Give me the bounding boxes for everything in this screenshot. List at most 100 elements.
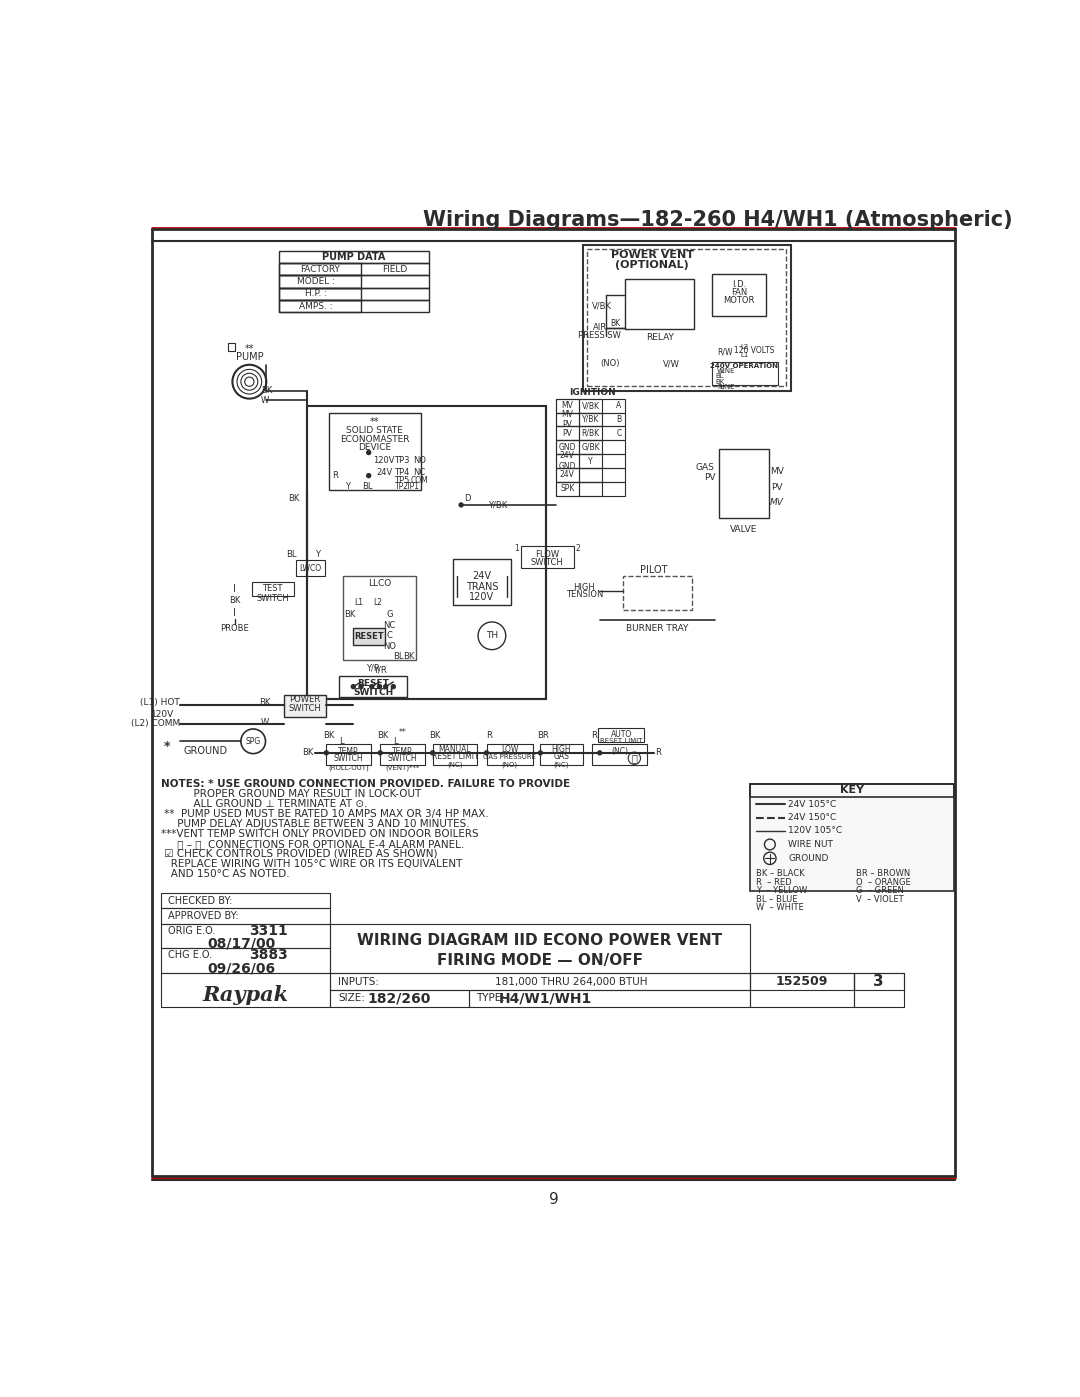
Text: R/W: R/W — [717, 348, 733, 358]
Text: SIZE:: SIZE: — [338, 993, 365, 1003]
Bar — [339, 676, 407, 697]
Text: Y/R: Y/R — [366, 664, 380, 672]
Text: AMPS. :: AMPS. : — [299, 302, 333, 310]
Bar — [161, 923, 330, 949]
Bar — [279, 288, 361, 300]
Text: G  – GREEN: G – GREEN — [856, 886, 904, 895]
Text: ORIG E.O.: ORIG E.O. — [168, 926, 216, 936]
Bar — [556, 468, 625, 482]
Text: H4/W1/WH1: H4/W1/WH1 — [499, 992, 592, 1006]
Text: CHG E.O.: CHG E.O. — [168, 950, 213, 960]
Text: LWCO: LWCO — [299, 563, 321, 573]
Text: RESET LIMIT: RESET LIMIT — [432, 752, 478, 761]
Text: Wiring Diagrams—182-260 H4/WH1 (Atmospheric): Wiring Diagrams—182-260 H4/WH1 (Atmosphe… — [422, 210, 1012, 231]
Text: BK: BK — [302, 749, 313, 757]
Bar — [579, 440, 602, 454]
Text: V/BK: V/BK — [592, 302, 612, 310]
Text: PV: PV — [704, 474, 716, 482]
Bar — [579, 412, 602, 426]
Text: BK: BK — [429, 732, 441, 740]
Text: TH: TH — [486, 631, 498, 640]
Bar — [161, 908, 330, 923]
Bar — [556, 412, 579, 426]
Bar — [279, 288, 429, 300]
Text: **: ** — [370, 416, 379, 426]
Bar — [556, 440, 579, 454]
Text: L1: L1 — [354, 598, 363, 608]
Bar — [625, 279, 694, 330]
Bar — [556, 482, 625, 496]
Bar — [592, 743, 647, 766]
Text: BURNER TRAY: BURNER TRAY — [626, 623, 689, 633]
Text: 152509: 152509 — [775, 975, 827, 988]
Text: GAS: GAS — [696, 464, 715, 472]
Text: 2: 2 — [576, 545, 581, 553]
Circle shape — [430, 750, 435, 756]
Text: MOTOR: MOTOR — [724, 296, 755, 305]
Text: Raypak: Raypak — [202, 985, 288, 1004]
Text: PROBE: PROBE — [220, 623, 249, 633]
Text: DEVICE: DEVICE — [359, 443, 391, 453]
Text: COM: COM — [410, 476, 429, 485]
Text: PV: PV — [563, 429, 572, 437]
Text: 182/260: 182/260 — [368, 992, 431, 1006]
Text: D: D — [464, 495, 471, 503]
Text: (NC): (NC) — [447, 761, 462, 768]
Text: SWITCH: SWITCH — [388, 754, 417, 763]
Text: I.D.: I.D. — [732, 281, 746, 289]
Text: PUMP DELAY ADJUSTABLE BETWEEN 3 AND 10 MINUTES.: PUMP DELAY ADJUSTABLE BETWEEN 3 AND 10 M… — [161, 819, 470, 828]
Text: FAN: FAN — [731, 288, 747, 298]
Text: 120V 105°C: 120V 105°C — [788, 826, 842, 835]
Bar — [228, 344, 235, 351]
Text: 24V: 24V — [376, 468, 392, 476]
Text: GAS PRESSURE: GAS PRESSURE — [483, 754, 536, 760]
Text: C: C — [617, 429, 622, 437]
Text: 120V: 120V — [151, 710, 175, 719]
Text: (NO): (NO) — [501, 761, 517, 768]
Text: BK – BLACK: BK – BLACK — [756, 869, 805, 879]
Text: (NC): (NC) — [611, 747, 629, 756]
Text: H.P. :: H.P. : — [305, 289, 327, 299]
Text: MV: MV — [770, 467, 784, 476]
Text: POWER VENT: POWER VENT — [610, 250, 693, 260]
Bar — [719, 448, 769, 518]
Text: V  – VIOLET: V – VIOLET — [856, 894, 904, 904]
Text: BK: BK — [229, 597, 241, 605]
Text: AIR: AIR — [593, 323, 607, 332]
Text: R: R — [717, 384, 723, 390]
Text: ECONOMASTER: ECONOMASTER — [340, 434, 409, 444]
Text: KEY: KEY — [840, 785, 864, 795]
Text: BK: BK — [403, 652, 415, 661]
Text: PROPER GROUND MAY RESULT IN LOCK-OUT: PROPER GROUND MAY RESULT IN LOCK-OUT — [161, 789, 421, 799]
Bar — [556, 398, 625, 412]
Text: R/BK: R/BK — [581, 429, 599, 437]
Text: R  – RED: R – RED — [756, 877, 792, 887]
Text: SWITCH: SWITCH — [256, 594, 288, 604]
Text: L: L — [393, 736, 397, 746]
Bar — [556, 398, 579, 412]
Text: BK: BK — [343, 609, 355, 619]
Bar — [279, 300, 429, 313]
Text: A: A — [617, 401, 622, 411]
Text: 120V: 120V — [470, 592, 495, 602]
Circle shape — [458, 502, 463, 507]
Text: ☑ CHECK CONTROLS PROVIDED (WIRED AS SHOWN): ☑ CHECK CONTROLS PROVIDED (WIRED AS SHOW… — [161, 849, 437, 859]
Text: WIRE NUT: WIRE NUT — [788, 840, 834, 849]
Text: **  PUMP USED MUST BE RATED 10 AMPS MAX OR 3/4 HP MAX.: ** PUMP USED MUST BE RATED 10 AMPS MAX O… — [161, 809, 488, 819]
Text: MV
PV: MV PV — [562, 409, 573, 429]
Text: MODEL :: MODEL : — [297, 277, 335, 286]
Text: 120V: 120V — [374, 455, 395, 465]
Text: FIELD: FIELD — [382, 265, 407, 274]
Text: Ⓔ: Ⓔ — [632, 753, 637, 763]
Text: GAS: GAS — [553, 752, 569, 761]
Bar — [556, 454, 625, 468]
Text: 1: 1 — [514, 545, 518, 553]
Bar — [854, 974, 904, 990]
Bar — [556, 482, 579, 496]
Circle shape — [597, 750, 603, 756]
Bar — [330, 923, 750, 974]
Text: (VENT)***: (VENT)*** — [386, 766, 420, 771]
Text: (NO): (NO) — [600, 359, 620, 369]
Bar — [328, 412, 421, 489]
Text: SWITCH: SWITCH — [531, 559, 564, 567]
